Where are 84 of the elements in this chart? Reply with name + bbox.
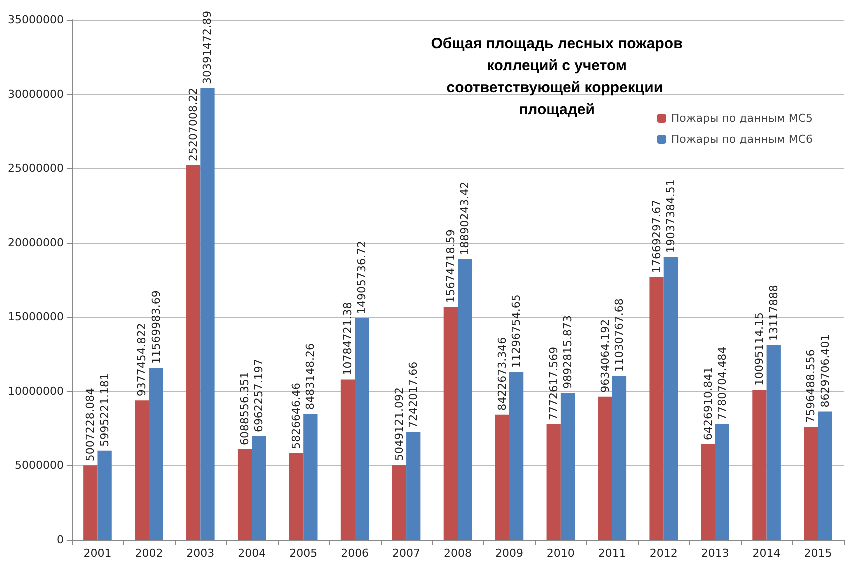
- bar: [200, 88, 215, 540]
- data-label: 9634064.192: [598, 319, 612, 393]
- data-label: 25207008.22: [187, 88, 200, 162]
- data-label: 7780704.484: [716, 346, 729, 420]
- data-label: 11569983.69: [150, 290, 163, 364]
- data-label: 5049121.092: [392, 388, 406, 461]
- data-label: 7596488.556: [804, 350, 818, 424]
- data-label: 18890243.42: [458, 182, 472, 256]
- bar: [598, 396, 612, 540]
- x-tick-label: 2012: [650, 547, 678, 560]
- data-label: 7772617.569: [547, 347, 560, 421]
- x-tick-label: 2003: [186, 547, 215, 560]
- data-label: 5995221.181: [98, 373, 112, 447]
- bar: [715, 424, 730, 540]
- y-tick-label: 25000000: [8, 162, 64, 176]
- bar: [509, 372, 524, 540]
- bar: [546, 424, 561, 540]
- bar: [766, 345, 781, 540]
- data-label: 15674718.59: [444, 230, 458, 304]
- x-tick-label: 2005: [290, 547, 318, 560]
- data-label: 11296754.65: [510, 294, 524, 368]
- bar: [186, 165, 201, 540]
- data-label: 8422673.346: [496, 337, 509, 411]
- x-tick-label: 2014: [752, 547, 781, 560]
- data-label: 30391472.89: [201, 10, 214, 84]
- y-tick-label: 0: [57, 534, 64, 546]
- x-tick-label: 2004: [238, 547, 266, 560]
- bar: [406, 432, 421, 540]
- data-label: 17669297.67: [650, 200, 664, 274]
- data-label: 10784721.38: [341, 302, 354, 376]
- data-label: 5826646.46: [290, 382, 304, 450]
- x-tick-label: 2008: [444, 547, 472, 560]
- x-tick-label: 2002: [135, 547, 164, 560]
- y-tick-label: 35000000: [8, 14, 64, 26]
- bar: [701, 444, 716, 540]
- data-label: 5007228.084: [84, 388, 98, 462]
- x-tick-label: 2001: [84, 547, 112, 560]
- bar: [804, 427, 818, 540]
- bar: [392, 464, 407, 540]
- bar: [135, 400, 150, 540]
- x-tick-label: 2010: [546, 547, 575, 560]
- bar: [84, 466, 98, 540]
- bar: [495, 414, 510, 540]
- bar: [444, 307, 458, 540]
- x-tick-label: 2011: [598, 547, 626, 560]
- data-label: 6088556.351: [238, 372, 252, 446]
- bar: [650, 277, 664, 540]
- x-tick-label: 2006: [341, 547, 370, 560]
- data-label: 14905736.72: [356, 241, 369, 315]
- y-tick-label: 30000000: [8, 88, 64, 101]
- x-tick-label: 2007: [392, 547, 421, 560]
- bar: [752, 390, 767, 540]
- x-tick-label: 2013: [701, 547, 730, 560]
- bar: [238, 450, 252, 540]
- bar: [355, 318, 370, 540]
- y-tick-label: 5000000: [15, 459, 64, 472]
- bar: [98, 450, 112, 540]
- data-label: 13117888: [767, 285, 780, 342]
- y-tick-label: 15000000: [8, 310, 64, 324]
- data-label: 11030767.68: [612, 298, 626, 372]
- bar: [252, 436, 266, 540]
- y-tick-label: 10000000: [8, 384, 64, 398]
- bar: [664, 257, 678, 540]
- bar: [612, 376, 627, 540]
- data-label: 19037384.51: [664, 180, 678, 254]
- bar: [289, 453, 304, 540]
- data-label: 6962257.197: [252, 359, 266, 433]
- legend-label: Пожары по данным MC6: [671, 133, 814, 146]
- bar: [818, 412, 832, 540]
- bar: [340, 380, 356, 540]
- bar: [149, 368, 164, 540]
- bar: [304, 414, 318, 540]
- data-label: 9377454.822: [136, 323, 149, 397]
- y-tick-label: 20000000: [8, 236, 64, 250]
- bar: [560, 393, 576, 540]
- data-label: 6426910.841: [702, 367, 715, 441]
- x-tick-label: 2009: [495, 547, 524, 560]
- data-label: 8629706.401: [818, 334, 832, 408]
- data-label: 9892815.873: [562, 316, 575, 390]
- bar: [458, 259, 472, 540]
- data-label: 8483148.26: [304, 343, 318, 410]
- data-label: 10095114.15: [753, 312, 766, 386]
- data-label: 7242017.66: [407, 362, 420, 428]
- x-tick-label: 2015: [804, 547, 832, 560]
